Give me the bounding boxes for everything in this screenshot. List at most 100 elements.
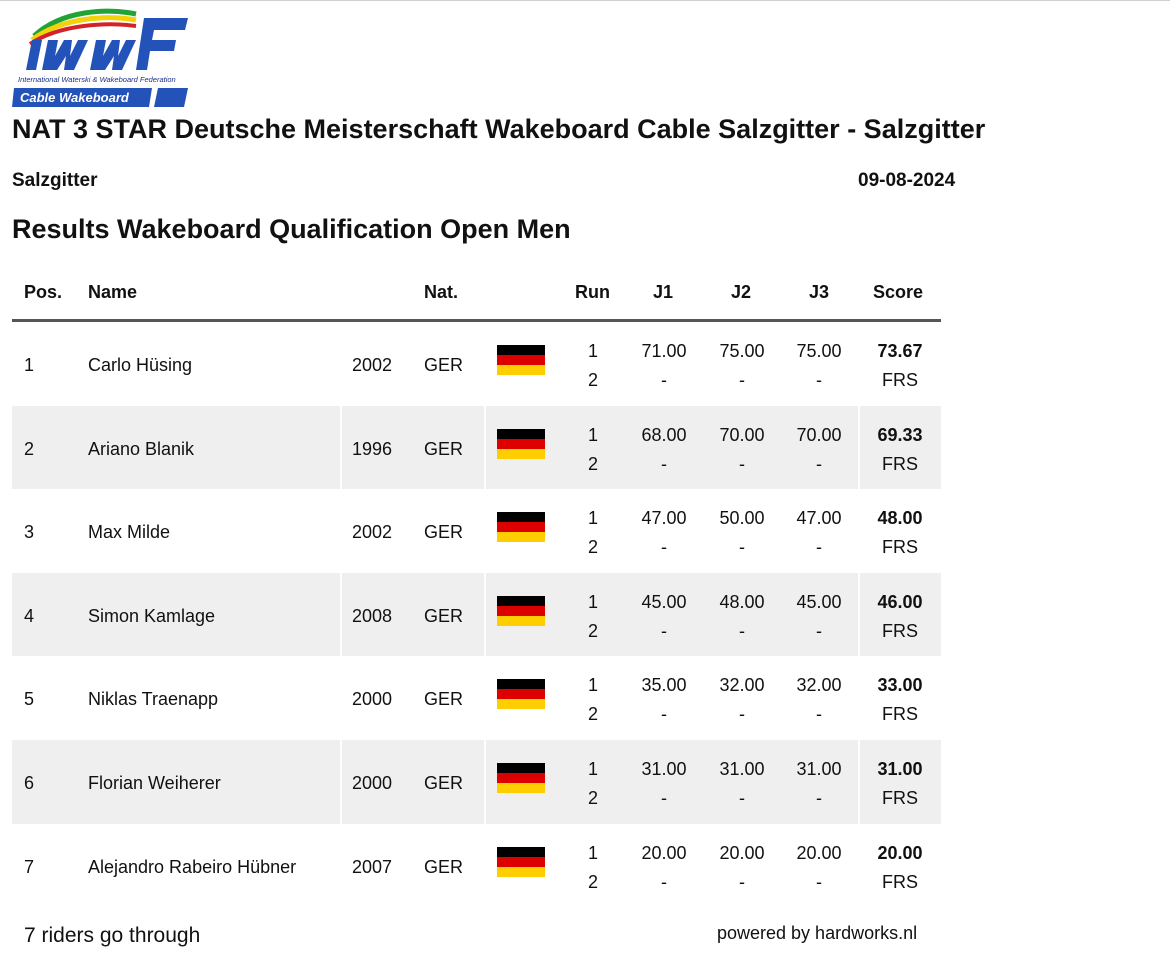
- j3-run-2-score: -: [816, 871, 822, 892]
- j2-run-2-score: -: [739, 453, 745, 474]
- j2-run-2-score: -: [739, 871, 745, 892]
- header-run: Run: [575, 282, 610, 302]
- header-name: Name: [88, 282, 138, 302]
- j3-run-2-score: -: [816, 537, 822, 558]
- run-1-label: 1: [588, 341, 599, 361]
- rider-name: Alejandro Rabeiro Hübner: [88, 856, 297, 877]
- row-divider: [484, 405, 486, 490]
- score-status: FRS: [882, 453, 918, 474]
- rider-position: 4: [24, 605, 35, 626]
- j3-run-1-score: 32.00: [796, 675, 842, 696]
- run-2-label: 2: [588, 620, 599, 641]
- j3-run-2-score: -: [816, 620, 822, 641]
- rider-nation: GER: [424, 772, 464, 793]
- table-row: 5 Niklas Traenapp 2000 GER 1 2 35.00 - 32.00 - 32.…: [12, 656, 941, 740]
- header-j3: J3: [809, 282, 830, 302]
- rider-name: Niklas Traenapp: [88, 689, 219, 710]
- germany-flag-icon: [497, 512, 545, 543]
- rider-name: Florian Weiherer: [88, 772, 221, 793]
- j2-run-2-score: -: [739, 537, 745, 558]
- header-score: Score: [873, 282, 924, 302]
- j2-run-1-score: 48.00: [719, 591, 765, 612]
- run-1-label: 1: [588, 675, 599, 696]
- row-divider: [340, 489, 342, 573]
- header-pos: Pos.: [24, 282, 63, 302]
- federation-caption: International Waterski & Wakeboard Feder…: [18, 75, 176, 84]
- event-date: 09-08-2024: [858, 170, 956, 191]
- table-row: 2 Ariano Blanik 1996 GER 1 2 68.00 - 70.00 - 70.00…: [12, 405, 941, 490]
- row-divider: [858, 656, 860, 740]
- cable-wakeboard-label: Cable Wakeboard: [20, 90, 129, 105]
- row-divider: [340, 322, 342, 406]
- score-status: FRS: [882, 871, 918, 892]
- row-divider: [340, 572, 342, 657]
- table-body: 1 Carlo Hüsing 2002 GER 1 2 71.00 - 75.00 - 75.00 -…: [12, 322, 941, 908]
- run-1-label: 1: [588, 842, 599, 863]
- top-border: [0, 0, 1170, 1]
- j3-run-1-score: 75.00: [796, 341, 842, 361]
- table-row: 1 Carlo Hüsing 2002 GER 1 2 71.00 - 75.00 - 75.00 -…: [12, 322, 941, 406]
- row-divider: [858, 572, 860, 657]
- cable-wakeboard-band: [12, 88, 188, 107]
- run-1-label: 1: [588, 508, 599, 529]
- run-2-label: 2: [588, 453, 599, 474]
- j2-run-1-score: 50.00: [719, 508, 765, 529]
- rider-nation: GER: [424, 856, 464, 877]
- total-score: 33.00: [877, 675, 923, 696]
- row-divider: [858, 489, 860, 573]
- row-divider: [340, 739, 342, 824]
- j1-run-1-score: 47.00: [641, 508, 687, 529]
- j1-run-1-score: 20.00: [641, 842, 687, 863]
- j1-run-2-score: -: [661, 370, 667, 390]
- rider-position: 1: [24, 355, 35, 375]
- table-header: Pos. Name Nat. Run J1 J2 J3 Score: [12, 266, 941, 322]
- table-row: 6 Florian Weiherer 2000 GER 1 2 31.00 - 31.00 - 31…: [12, 739, 941, 824]
- rider-nation: GER: [424, 605, 464, 626]
- rider-position: 6: [24, 772, 35, 793]
- j2-run-1-score: 70.00: [719, 424, 765, 445]
- germany-flag-icon: [497, 846, 545, 877]
- j1-run-2-score: -: [661, 871, 667, 892]
- score-status: FRS: [882, 787, 918, 808]
- run-1-label: 1: [588, 424, 599, 445]
- row-divider: [484, 823, 486, 908]
- rider-birth-year: 2000: [352, 689, 393, 710]
- powered-by-link[interactable]: powered by hardworks.nl: [717, 923, 918, 943]
- run-1-label: 1: [588, 591, 599, 612]
- run-1-label: 1: [588, 758, 599, 779]
- germany-flag-icon: [497, 679, 545, 710]
- j1-run-2-score: -: [661, 704, 667, 725]
- run-2-label: 2: [588, 704, 599, 725]
- rider-nation: GER: [424, 689, 464, 710]
- rider-position: 5: [24, 689, 35, 710]
- run-2-label: 2: [588, 370, 599, 390]
- row-divider: [484, 656, 486, 740]
- j3-run-1-score: 70.00: [796, 424, 842, 445]
- j2-run-2-score: -: [739, 787, 745, 808]
- total-score: 46.00: [877, 591, 923, 612]
- row-divider: [340, 823, 342, 908]
- j3-run-2-score: -: [816, 453, 822, 474]
- germany-flag-icon: [497, 595, 545, 626]
- row-divider: [858, 322, 860, 406]
- run-2-label: 2: [588, 787, 599, 808]
- rider-name: Carlo Hüsing: [88, 355, 193, 375]
- table-row: 4 Simon Kamlage 2008 GER 1 2 45.00 - 48.00 - 45.00…: [12, 572, 941, 657]
- j2-run-1-score: 75.00: [719, 341, 765, 361]
- j1-run-2-score: -: [661, 787, 667, 808]
- j2-run-1-score: 20.00: [719, 842, 765, 863]
- score-status: FRS: [882, 704, 918, 725]
- event-title: NAT 3 STAR Deutsche Meisterschaft Wakebo…: [12, 114, 986, 144]
- j2-run-1-score: 32.00: [719, 675, 765, 696]
- score-status: FRS: [882, 537, 918, 558]
- total-score: 73.67: [877, 341, 923, 361]
- j3-run-1-score: 20.00: [796, 842, 842, 863]
- rider-birth-year: 2008: [352, 605, 393, 626]
- header-j1: J1: [653, 282, 674, 302]
- j3-run-1-score: 45.00: [796, 591, 842, 612]
- rider-name: Ariano Blanik: [88, 438, 195, 459]
- results-table: Pos. Name Nat. Run J1 J2 J3 Score 1 Carlo…: [12, 266, 941, 908]
- total-score: 20.00: [877, 842, 923, 863]
- rider-birth-year: 1996: [352, 438, 393, 459]
- rider-position: 3: [24, 522, 35, 543]
